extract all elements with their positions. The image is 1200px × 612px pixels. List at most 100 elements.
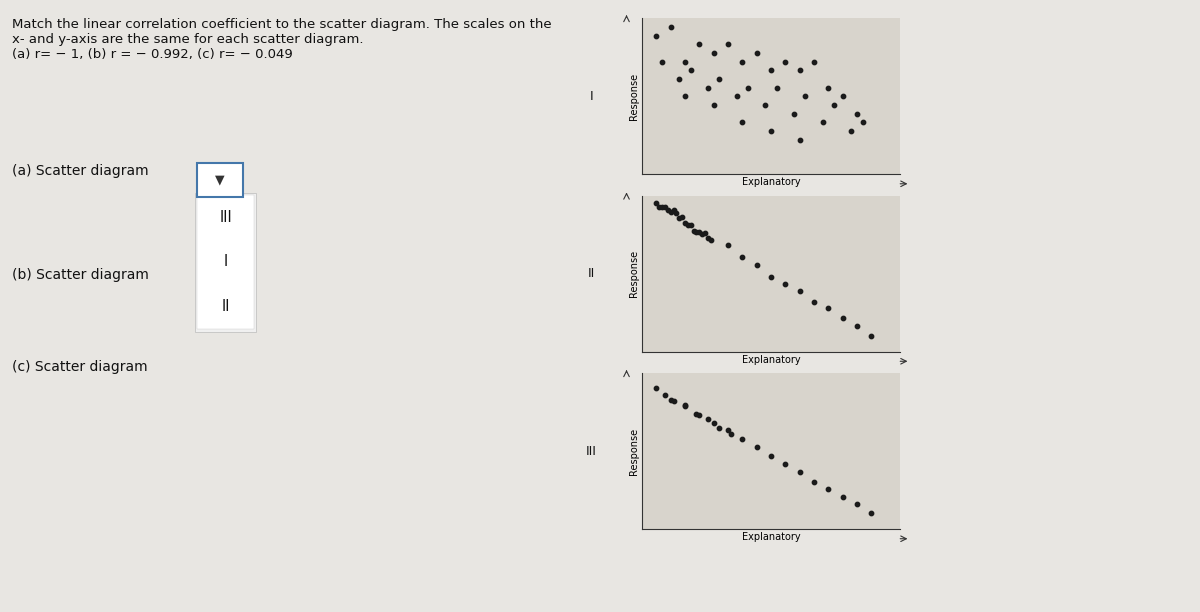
Point <box>647 31 666 40</box>
X-axis label: Explanatory: Explanatory <box>742 532 800 542</box>
Point <box>790 286 809 296</box>
Text: III: III <box>586 445 598 458</box>
Point <box>653 202 672 212</box>
Point <box>696 228 715 238</box>
Point <box>775 459 794 469</box>
Y-axis label: Response: Response <box>629 428 640 475</box>
Point <box>719 240 738 250</box>
Point <box>682 220 701 230</box>
Text: (b) Scatter diagram: (b) Scatter diagram <box>12 269 149 282</box>
Text: (c) Scatter diagram: (c) Scatter diagram <box>12 360 148 374</box>
Point <box>647 383 666 393</box>
Point <box>833 493 852 502</box>
FancyBboxPatch shape <box>197 195 253 329</box>
Text: ▼: ▼ <box>215 173 224 187</box>
Point <box>664 205 683 215</box>
Point <box>853 118 872 127</box>
Point <box>698 414 718 424</box>
Point <box>804 297 823 307</box>
Point <box>790 468 809 477</box>
Point <box>748 442 767 452</box>
Point <box>690 410 709 420</box>
Point <box>833 313 852 323</box>
Point <box>701 236 720 245</box>
Point <box>667 209 686 218</box>
Point <box>661 395 680 405</box>
Point <box>686 228 706 237</box>
Text: (a) Scatter diagram: (a) Scatter diagram <box>12 165 149 178</box>
Point <box>790 135 809 144</box>
Point <box>762 272 781 282</box>
Point <box>862 508 881 518</box>
Point <box>775 57 794 67</box>
Point <box>676 91 695 101</box>
Point <box>661 207 680 217</box>
Point <box>719 425 738 435</box>
Point <box>649 201 668 211</box>
Point <box>698 233 718 242</box>
Point <box>818 303 838 313</box>
Point <box>733 252 752 262</box>
Point <box>762 126 781 136</box>
Point <box>704 48 724 58</box>
Point <box>692 230 712 239</box>
Point <box>719 39 738 50</box>
Point <box>804 57 823 67</box>
FancyBboxPatch shape <box>194 193 256 332</box>
Point <box>676 400 695 410</box>
Point <box>670 74 689 84</box>
Text: Match the linear correlation coefficient to the scatter diagram. The scales on t: Match the linear correlation coefficient… <box>12 18 551 61</box>
Point <box>653 57 672 67</box>
Point <box>738 83 757 92</box>
Text: II: II <box>221 299 229 313</box>
Point <box>824 100 844 110</box>
Point <box>748 48 767 58</box>
Point <box>756 100 775 110</box>
Point <box>676 218 695 228</box>
Point <box>814 118 833 127</box>
Point <box>767 83 786 92</box>
Point <box>847 321 866 331</box>
Point <box>676 401 695 411</box>
Text: I: I <box>589 90 594 103</box>
Point <box>847 499 866 509</box>
Point <box>690 227 709 237</box>
Point <box>833 91 852 101</box>
Point <box>676 57 695 67</box>
Text: I: I <box>223 255 228 269</box>
Point <box>698 83 718 92</box>
Point <box>647 198 666 208</box>
Point <box>862 331 881 341</box>
X-axis label: Explanatory: Explanatory <box>742 177 800 187</box>
Point <box>727 91 746 101</box>
Point <box>790 65 809 75</box>
Point <box>733 118 752 127</box>
Point <box>710 74 730 84</box>
Point <box>748 260 767 270</box>
Point <box>704 100 724 110</box>
Text: III: III <box>220 211 232 225</box>
Point <box>762 450 781 460</box>
Y-axis label: Response: Response <box>629 250 640 297</box>
Point <box>775 279 794 289</box>
Point <box>661 22 680 32</box>
Point <box>704 419 724 428</box>
Point <box>664 396 683 406</box>
Point <box>804 477 823 487</box>
Point <box>733 57 752 67</box>
Point <box>762 65 781 75</box>
Text: II: II <box>588 267 595 280</box>
Point <box>690 39 709 50</box>
Point <box>733 434 752 444</box>
Point <box>686 409 706 419</box>
Point <box>818 83 838 92</box>
Point <box>672 212 691 222</box>
Point <box>670 213 689 223</box>
Y-axis label: Response: Response <box>629 73 640 120</box>
Point <box>796 91 815 101</box>
Point <box>721 429 740 439</box>
Point <box>655 390 674 400</box>
Point <box>847 109 866 119</box>
Point <box>682 65 701 75</box>
Point <box>841 126 860 136</box>
